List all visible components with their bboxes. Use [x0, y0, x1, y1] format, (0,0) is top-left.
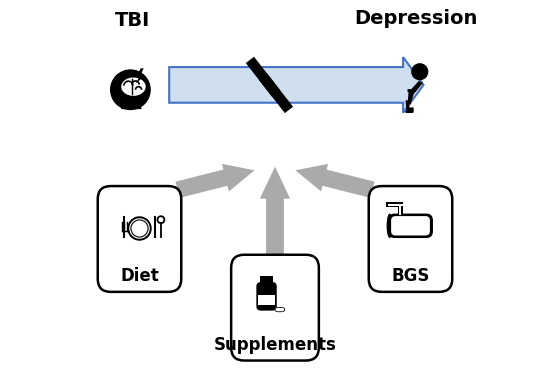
Polygon shape: [295, 164, 375, 198]
Polygon shape: [260, 166, 290, 257]
Text: Diet: Diet: [120, 267, 159, 285]
Polygon shape: [408, 81, 421, 92]
Ellipse shape: [121, 77, 146, 96]
Polygon shape: [121, 100, 142, 109]
Text: Supplements: Supplements: [213, 336, 337, 354]
Polygon shape: [246, 57, 280, 97]
Bar: [258, 295, 275, 305]
FancyBboxPatch shape: [231, 255, 319, 361]
FancyBboxPatch shape: [405, 111, 414, 113]
Bar: [260, 276, 273, 282]
Polygon shape: [175, 164, 255, 198]
Polygon shape: [169, 57, 424, 113]
FancyBboxPatch shape: [388, 214, 433, 238]
Polygon shape: [135, 68, 144, 84]
Circle shape: [110, 69, 151, 110]
FancyBboxPatch shape: [391, 216, 430, 236]
Circle shape: [411, 63, 428, 80]
FancyBboxPatch shape: [98, 186, 182, 292]
Text: Depression: Depression: [354, 9, 478, 28]
Polygon shape: [408, 81, 423, 104]
Ellipse shape: [387, 214, 393, 238]
Bar: [398, 202, 403, 215]
Polygon shape: [405, 100, 414, 111]
Polygon shape: [258, 73, 293, 113]
Bar: [386, 202, 403, 208]
FancyBboxPatch shape: [368, 186, 452, 292]
FancyBboxPatch shape: [275, 308, 284, 311]
FancyBboxPatch shape: [274, 307, 285, 312]
Bar: [388, 204, 403, 206]
FancyBboxPatch shape: [256, 282, 277, 311]
Polygon shape: [396, 219, 429, 233]
Bar: [399, 205, 402, 215]
Text: BGS: BGS: [391, 267, 430, 285]
Text: TBI: TBI: [114, 11, 150, 30]
